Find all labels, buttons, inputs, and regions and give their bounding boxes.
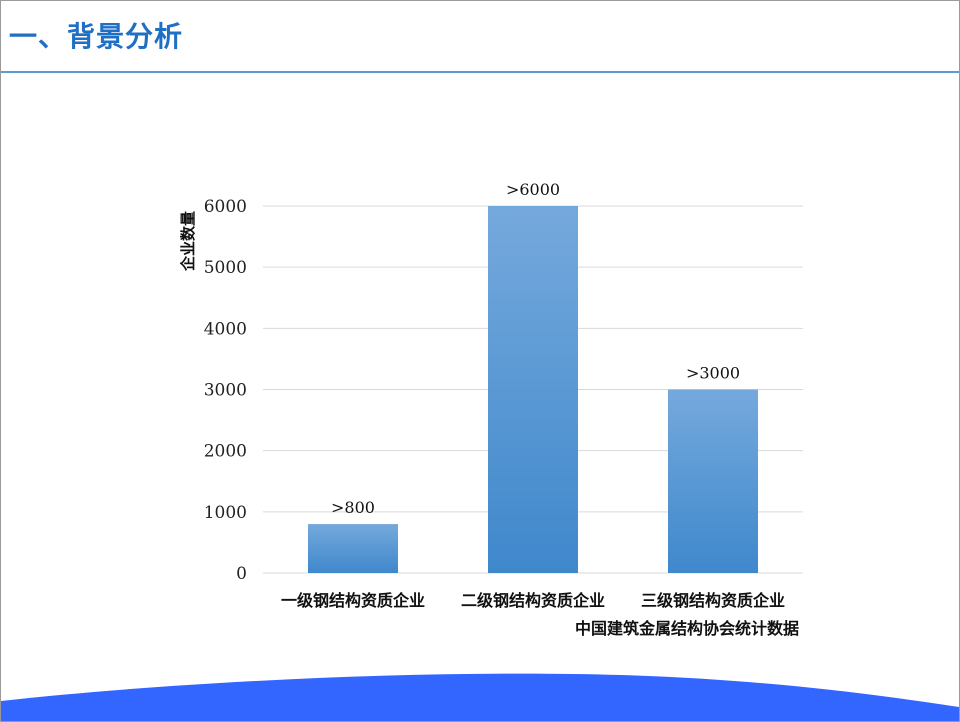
y-tick-label: 1000 <box>204 503 247 523</box>
y-tick-label: 6000 <box>204 197 247 217</box>
x-category-label: 三级钢结构资质企业 <box>641 591 785 610</box>
bar-chart: 0 1000 2000 3000 4000 5000 6000 >800 一级钢结构资质企业 >6… <box>179 180 803 638</box>
title-underline <box>1 71 959 73</box>
labels: 0 1000 2000 3000 4000 5000 6000 >800 一级钢结构资质企业 >6… <box>179 180 799 638</box>
y-axis-label: 企业数量 <box>179 211 197 272</box>
bars <box>308 206 758 573</box>
data-label: >800 <box>331 498 375 517</box>
data-label: >6000 <box>506 180 560 199</box>
data-label: >3000 <box>686 364 740 383</box>
x-category-label: 二级钢结构资质企业 <box>461 591 605 610</box>
bar <box>308 524 398 573</box>
y-tick-label: 2000 <box>204 442 247 462</box>
y-tick-label: 0 <box>236 564 247 584</box>
y-tick-label: 5000 <box>204 258 247 278</box>
decorative-wave <box>1 673 959 721</box>
bar <box>668 389 758 573</box>
slide-title: 一、背景分析 <box>9 20 184 53</box>
y-tick-label: 3000 <box>204 381 247 401</box>
y-tick-label: 4000 <box>204 319 247 339</box>
source-note: 中国建筑金属结构协会统计数据 <box>575 619 799 638</box>
bar <box>488 206 578 573</box>
x-category-label: 一级钢结构资质企业 <box>281 591 425 610</box>
